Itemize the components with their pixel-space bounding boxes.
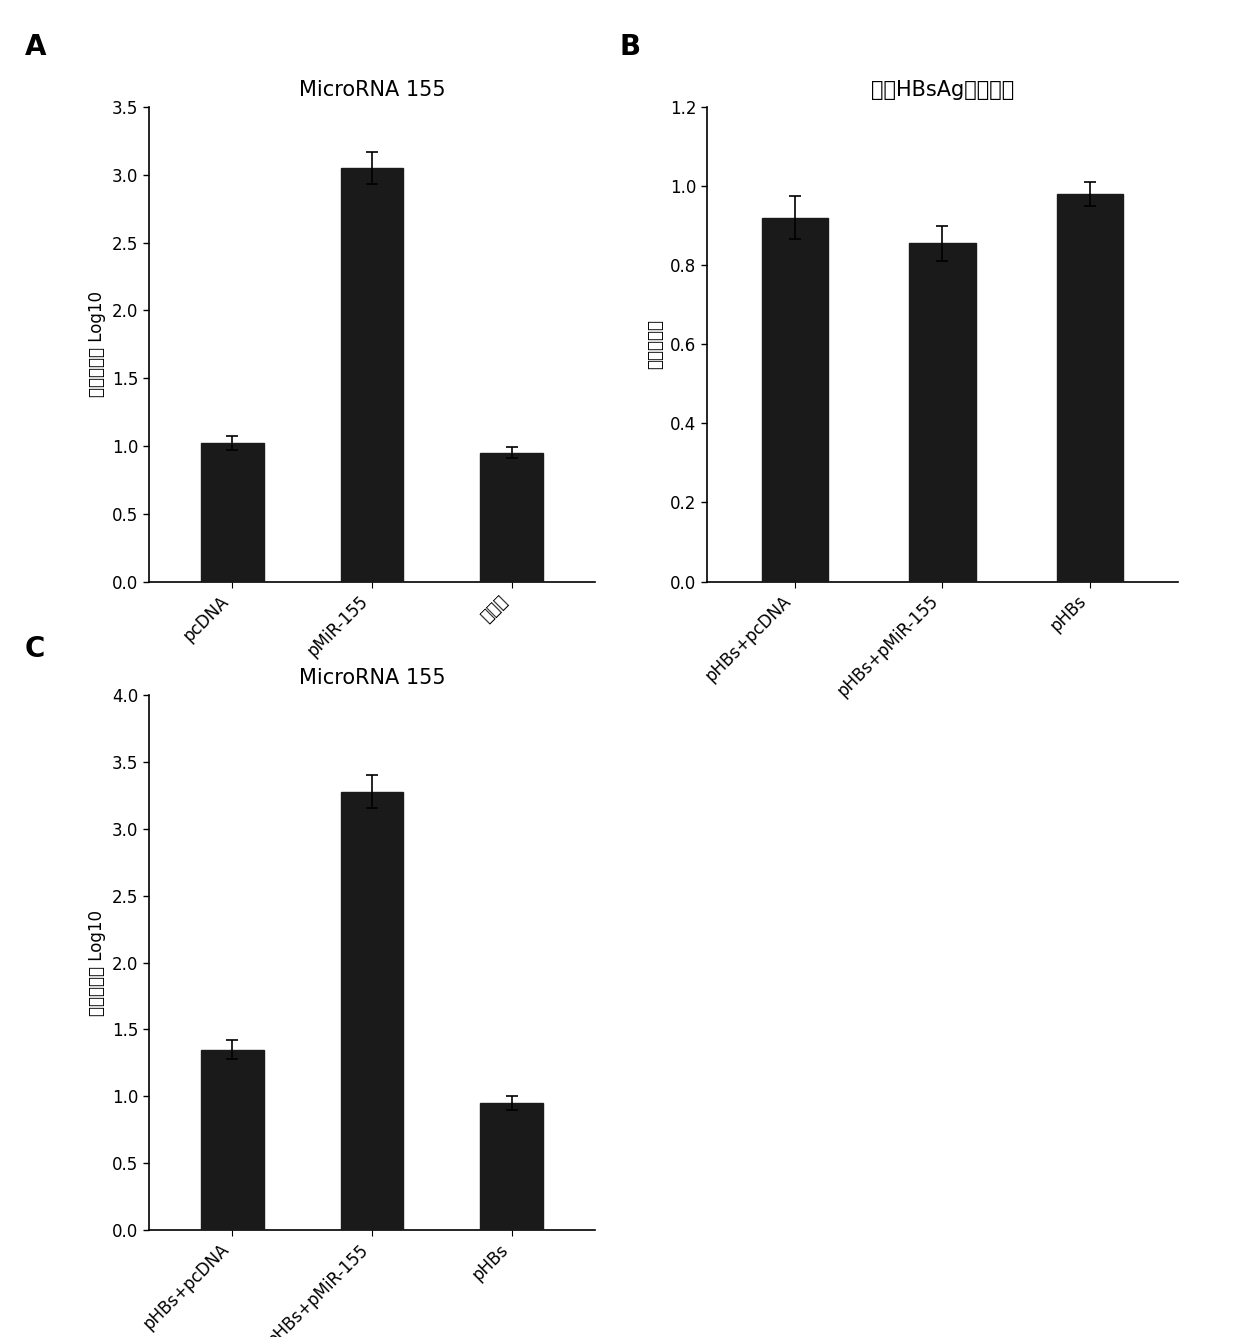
Title: MicroRNA 155: MicroRNA 155 [299, 668, 445, 689]
Bar [201, 1050, 264, 1230]
Bar [480, 453, 543, 582]
Text: A: A [25, 33, 46, 62]
Bar [201, 444, 264, 582]
Bar [909, 243, 976, 582]
Title: MicroRNA 155: MicroRNA 155 [299, 80, 445, 100]
Bar [1056, 194, 1122, 582]
Bar [480, 1103, 543, 1230]
Title: 上清HBsAg表达水平: 上清HBsAg表达水平 [870, 80, 1014, 100]
Bar [763, 218, 828, 582]
Bar [341, 168, 403, 582]
Y-axis label: 相对表达量 Log10: 相对表达量 Log10 [88, 909, 107, 1016]
Text: C: C [25, 635, 45, 663]
Bar [341, 792, 403, 1230]
Y-axis label: 相对表达量 Log10: 相对表达量 Log10 [88, 291, 107, 397]
Y-axis label: 相对表达量: 相对表达量 [646, 320, 665, 369]
Text: B: B [620, 33, 641, 62]
